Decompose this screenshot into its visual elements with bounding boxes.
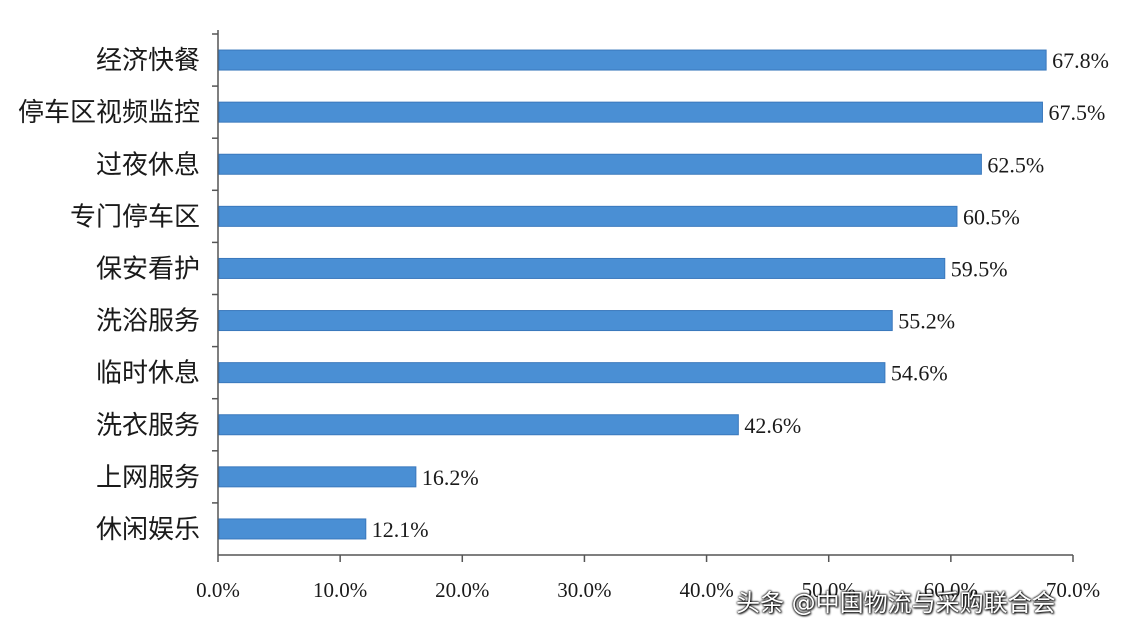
x-tick-label: 30.0% xyxy=(557,578,611,602)
data-label: 59.5% xyxy=(951,256,1008,281)
x-tick-label: 40.0% xyxy=(679,578,733,602)
x-tick-label: 50.0% xyxy=(802,578,856,602)
data-label: 42.6% xyxy=(744,413,801,438)
data-label: 60.5% xyxy=(963,204,1020,229)
category-label: 专门停车区 xyxy=(70,202,200,232)
data-label: 12.1% xyxy=(372,517,429,542)
category-label: 洗浴服务 xyxy=(96,307,200,337)
x-tick-label: 10.0% xyxy=(313,578,367,602)
data-label: 54.6% xyxy=(891,361,948,386)
bar xyxy=(218,101,1043,123)
category-label: 停车区视频监控 xyxy=(18,98,200,128)
category-label: 上网服务 xyxy=(96,463,200,493)
category-label: 过夜休息 xyxy=(96,150,200,180)
data-label: 55.2% xyxy=(898,309,955,334)
bar xyxy=(218,205,958,227)
category-label: 临时休息 xyxy=(96,359,200,389)
x-tick-label: 60.0% xyxy=(924,578,978,602)
category-label: 经济快餐 xyxy=(96,46,200,76)
bar xyxy=(218,257,946,279)
bar xyxy=(218,466,417,488)
data-label: 67.8% xyxy=(1052,48,1109,73)
bar xyxy=(218,518,367,540)
bar xyxy=(218,153,982,175)
bar xyxy=(218,414,739,436)
data-label: 67.5% xyxy=(1048,100,1105,125)
x-tick-label: 0.0% xyxy=(196,578,240,602)
x-tick-label: 20.0% xyxy=(435,578,489,602)
bar xyxy=(218,49,1047,71)
category-label: 洗衣服务 xyxy=(96,411,200,441)
watermark: 头条 @中国物流与采购联合会 xyxy=(736,589,1056,617)
category-label: 保安看护 xyxy=(96,254,200,284)
bar xyxy=(218,310,893,332)
bar xyxy=(218,362,886,384)
x-tick-label: 70.0% xyxy=(1046,578,1100,602)
data-label: 16.2% xyxy=(422,465,479,490)
category-label: 休闲娱乐 xyxy=(96,515,200,545)
data-label: 62.5% xyxy=(987,152,1044,177)
